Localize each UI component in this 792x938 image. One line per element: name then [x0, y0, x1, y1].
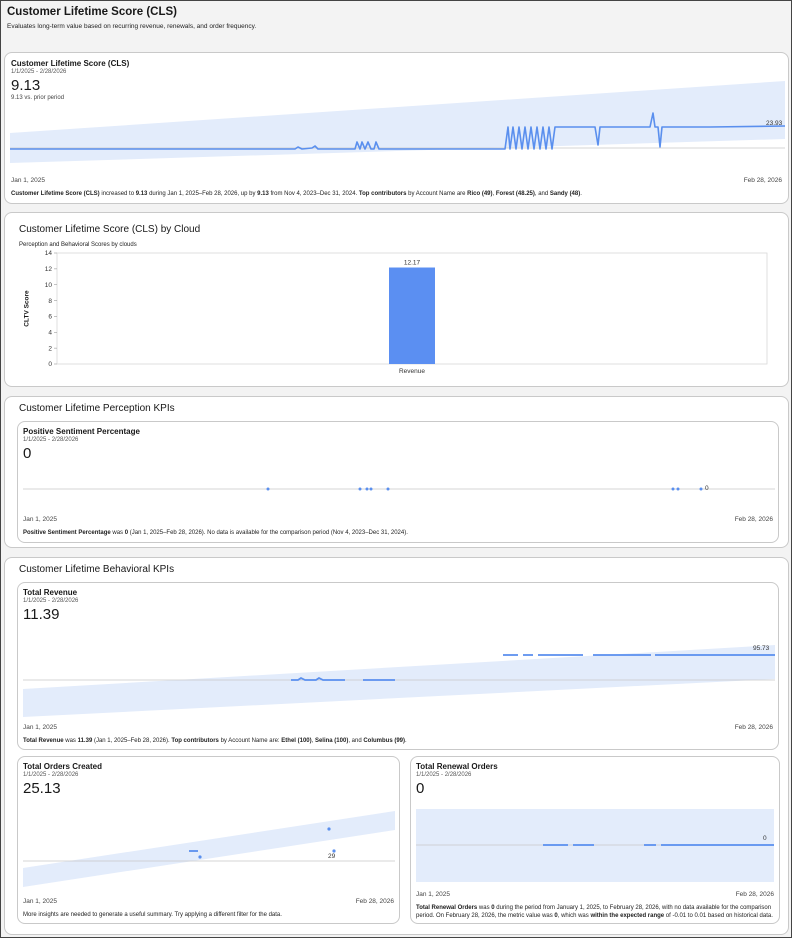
sentiment-last-value: 0: [705, 485, 709, 492]
cls-by-cloud-title: Customer Lifetime Score (CLS) by Cloud: [19, 224, 201, 235]
revenue-forecast-band: [23, 645, 775, 717]
total-orders-value: 25.13: [23, 780, 61, 797]
x-category-label: Revenue: [399, 368, 425, 375]
positive-sentiment-value: 0: [23, 445, 32, 462]
total-revenue-card[interactable]: Total Revenue 1/1/2025 - 2/28/2026 11.39…: [17, 582, 779, 750]
orders-last-value: 29: [328, 853, 336, 860]
renewal-x-start: Jan 1, 2025: [416, 891, 450, 898]
orders-forecast-band: [23, 811, 395, 887]
cls-summary: Customer Lifetime Score (CLS) increased …: [11, 191, 582, 197]
total-renewal-title: Total Renewal Orders: [416, 762, 498, 771]
y-tick-label: 2: [48, 345, 52, 352]
orders-point: [327, 827, 331, 831]
sentiment-point: [358, 487, 362, 491]
revenue-last-value: 95.73: [753, 645, 770, 652]
cls-metric-title: Customer Lifetime Score (CLS): [11, 59, 130, 68]
cls-comparison: 9.13 vs. prior period: [11, 95, 65, 101]
sentiment-point: [671, 487, 675, 491]
y-tick-label: 8: [48, 298, 52, 305]
orders-x-start: Jan 1, 2025: [23, 898, 57, 905]
total-renewal-date: 1/1/2025 - 2/28/2026: [416, 772, 472, 778]
y-tick-label: 4: [48, 329, 52, 336]
cls-metric-card[interactable]: Customer Lifetime Score (CLS) 1/1/2025 -…: [4, 52, 789, 204]
orders-point: [198, 855, 202, 859]
page-title: Customer Lifetime Score (CLS): [7, 6, 177, 18]
total-revenue-date: 1/1/2025 - 2/28/2026: [23, 598, 79, 604]
bar-data-label: 12.17: [404, 260, 421, 267]
total-renewal-value: 0: [416, 780, 425, 797]
orders-summary: More insights are needed to generate a u…: [23, 912, 282, 918]
orders-x-end: Feb 28, 2026: [355, 898, 394, 905]
y-tick-label: 6: [48, 314, 52, 321]
positive-sentiment-chart: [23, 487, 775, 491]
page-subtitle: Evaluates long-term value based on recur…: [7, 23, 257, 30]
total-revenue-value: 11.39: [23, 606, 60, 623]
sentiment-x-start: Jan 1, 2025: [23, 516, 57, 523]
sentiment-x-end: Feb 28, 2026: [734, 516, 773, 523]
revenue-x-end: Feb 28, 2026: [734, 724, 773, 731]
orders-point: [332, 849, 336, 853]
y-tick-label: 0: [48, 361, 52, 368]
positive-sentiment-title: Positive Sentiment Percentage: [23, 427, 140, 436]
cls-date-range: 1/1/2025 - 2/28/2026: [11, 69, 67, 75]
cls-last-value-label: 23.93: [766, 120, 783, 127]
sentiment-point: [369, 487, 373, 491]
page-header: Customer Lifetime Score (CLS) Evaluates …: [7, 6, 256, 30]
renewal-x-end: Feb 28, 2026: [735, 891, 774, 898]
total-orders-chart: [23, 811, 395, 887]
sentiment-summary: Positive Sentiment Percentage was 0 (Jan…: [23, 530, 408, 536]
total-orders-card[interactable]: Total Orders Created 1/1/2025 - 2/28/202…: [17, 756, 400, 924]
cls-by-cloud-subtitle: Perception and Behavioral Scores by clou…: [19, 242, 137, 248]
cls-by-cloud-bar-chart: 0 2 4 6 8 10 12 14 12.17 Revenue: [45, 250, 768, 375]
cls-x-end: Feb 28, 2026: [743, 177, 782, 184]
revenue-x-start: Jan 1, 2025: [23, 724, 57, 731]
sentiment-point: [699, 487, 703, 491]
cls-x-start: Jan 1, 2025: [11, 177, 45, 184]
revenue-series-segment: [291, 676, 345, 681]
total-revenue-title: Total Revenue: [23, 588, 78, 597]
y-tick-label: 12: [45, 266, 53, 273]
total-orders-title: Total Orders Created: [23, 762, 102, 771]
total-renewal-chart: [416, 809, 774, 882]
sentiment-point: [386, 487, 390, 491]
revenue-summary: Total Revenue was 11.39 (Jan 1, 2025–Feb…: [23, 738, 407, 744]
total-revenue-chart: [23, 645, 775, 717]
perception-section-title: Customer Lifetime Perception KPIs: [19, 403, 175, 414]
total-orders-date: 1/1/2025 - 2/28/2026: [23, 772, 79, 778]
cls-forecast-band: [10, 81, 785, 163]
perception-kpis-section: Customer Lifetime Perception KPIs Positi…: [4, 396, 789, 548]
total-renewal-card[interactable]: Total Renewal Orders 1/1/2025 - 2/28/202…: [410, 756, 780, 924]
positive-sentiment-date: 1/1/2025 - 2/28/2026: [23, 437, 79, 443]
cls-by-cloud-card: Customer Lifetime Score (CLS) by Cloud P…: [4, 212, 789, 387]
behavioral-kpis-section: Customer Lifetime Behavioral KPIs Total …: [4, 557, 789, 935]
sentiment-point: [266, 487, 270, 491]
y-tick-label: 14: [45, 250, 53, 257]
renewal-summary: Total Renewal Orders was 0 during the pe…: [416, 905, 773, 920]
behavioral-section-title: Customer Lifetime Behavioral KPIs: [19, 564, 175, 575]
cls-metric-value: 9.13: [11, 77, 41, 94]
bar-revenue: [389, 267, 435, 364]
renewal-last-value: 0: [763, 835, 767, 842]
cls-sparkline-chart: [10, 81, 786, 163]
cls-series-line: [10, 112, 786, 150]
sentiment-point: [676, 487, 680, 491]
sentiment-point: [365, 487, 369, 491]
y-tick-label: 10: [45, 282, 53, 289]
positive-sentiment-card[interactable]: Positive Sentiment Percentage 1/1/2025 -…: [17, 421, 779, 543]
